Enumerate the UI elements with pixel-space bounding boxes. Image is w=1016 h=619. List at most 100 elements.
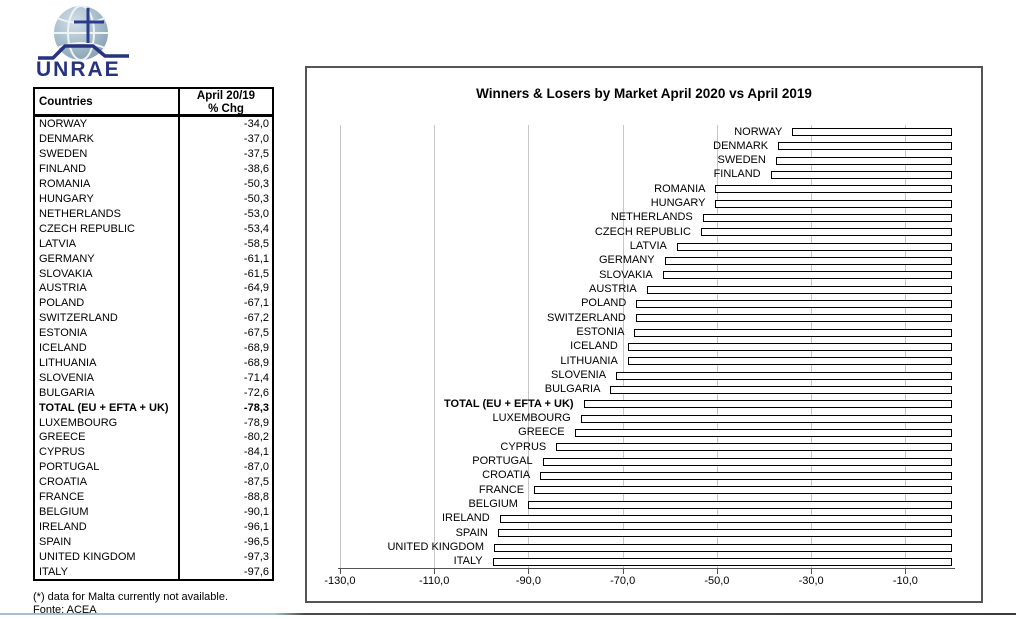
bar <box>715 199 953 208</box>
x-gridline <box>339 125 341 568</box>
chart-title: Winners & Losers by Market April 2020 vs… <box>476 86 812 101</box>
page-bottom-rule <box>0 613 1016 615</box>
table-cell-country: LATVIA <box>35 236 180 252</box>
table-cell-value: -72,6 <box>243 386 269 399</box>
table-cell-country: LITHUANIA <box>35 355 180 371</box>
table-cell-country: ROMANIA <box>35 176 180 192</box>
table-cell-country: ICELAND <box>35 340 180 356</box>
table-cell-value: -61,5 <box>243 267 269 280</box>
x-axis-tick <box>905 568 907 574</box>
table-row: GERMANY -61,1 <box>35 251 272 267</box>
bar-label: SPAIN <box>455 526 488 539</box>
table-cell-country: UNITED KINGDOM <box>35 549 180 565</box>
table-cell-country: AUSTRIA <box>35 280 180 296</box>
table-body: NORWAY -34,0 DENMARK -37,0 SWEDEN -37,5 FINLAN… <box>35 117 272 580</box>
table-row: FINLAND -38,6 <box>35 161 272 177</box>
bar <box>662 271 953 280</box>
table-row: CYPRUS -84,1 <box>35 444 272 460</box>
table-cell-value: -78,3 <box>243 401 269 414</box>
table-row: HUNGARY -50,3 <box>35 191 272 207</box>
table-row: ESTONIA -67,5 <box>35 325 272 341</box>
table-cell-country: ESTONIA <box>35 325 180 341</box>
table-row: LITHUANIA -68,9 <box>35 355 272 371</box>
table-row: NETHERLANDS -53,0 <box>35 206 272 222</box>
table-cell-country: NETHERLANDS <box>35 206 180 222</box>
x-gridline <box>434 125 436 568</box>
bar <box>627 342 953 351</box>
table-cell-country: GERMANY <box>35 251 180 267</box>
x-gridline <box>528 125 530 568</box>
table-row: TOTAL (EU + EFTA + UK) -78,3 <box>35 400 272 416</box>
table-row: LUXEMBOURG -78,9 <box>35 415 272 431</box>
bar <box>540 471 953 480</box>
table-cell-country: CYPRUS <box>35 444 180 460</box>
table-cell-country: POLAND <box>35 295 180 311</box>
x-tick-label: -130,0 <box>324 575 356 587</box>
table-cell-country: CZECH REPUBLIC <box>35 221 180 237</box>
table-cell-value: -68,9 <box>243 342 269 355</box>
x-axis-tick <box>716 568 718 574</box>
bar <box>646 285 953 294</box>
table-cell-value: -67,2 <box>243 312 269 325</box>
table-cell-country: GREECE <box>35 430 180 445</box>
table-row: SPAIN -96,5 <box>35 534 272 550</box>
table-cell-value: -37,5 <box>243 148 269 161</box>
table-cell-value: -61,1 <box>243 252 269 265</box>
bar <box>676 242 953 251</box>
bar-label: POLAND <box>581 297 627 310</box>
table-cell-value: -87,5 <box>243 476 269 489</box>
unrae-globe-car-icon <box>38 5 129 61</box>
bar <box>556 443 953 452</box>
bar-label: LITHUANIA <box>560 354 618 367</box>
table-cell-country: BELGIUM <box>35 504 180 520</box>
table-cell-country: BULGARIA <box>35 385 180 401</box>
x-tick-label: -10,0 <box>892 575 918 587</box>
bar-label: ROMANIA <box>654 182 706 195</box>
table-cell-value: -67,1 <box>243 297 269 310</box>
table-row: CROATIA -87,5 <box>35 474 272 490</box>
table-cell-value: -53,4 <box>243 222 269 235</box>
table-header-countries: Countries <box>35 89 180 114</box>
table-cell-country: NORWAY <box>35 117 180 132</box>
table-header-change: April 20/19 % Chg <box>180 89 272 115</box>
bar <box>574 428 953 437</box>
table-cell-value: -97,6 <box>243 565 269 578</box>
bar <box>627 357 953 366</box>
bar-label: HUNGARY <box>650 197 706 210</box>
table-cell-country: PORTUGAL <box>35 459 180 475</box>
table-cell-value: -50,3 <box>243 192 269 205</box>
table-cell-country: HUNGARY <box>35 191 180 207</box>
bar-label: GREECE <box>518 426 565 439</box>
bar-label: NETHERLANDS <box>610 211 693 224</box>
table-row: LATVIA -58,5 <box>35 236 272 252</box>
table-cell-value: -37,0 <box>243 133 269 146</box>
table-cell-country: LUXEMBOURG <box>35 415 180 431</box>
table-cell-value: -78,9 <box>243 416 269 429</box>
bar-label: SLOVENIA <box>551 369 607 382</box>
bar <box>775 156 953 165</box>
bar-label: AUSTRIA <box>589 283 637 296</box>
x-gridline <box>622 125 624 568</box>
unrae-logo-text: UNRAE <box>36 58 121 81</box>
table-cell-country: FINLAND <box>35 161 180 177</box>
bar <box>702 213 953 222</box>
unrae-logo: UNRAE <box>36 5 136 82</box>
table-cell-country: SWEDEN <box>35 146 180 162</box>
bar-label: SWEDEN <box>717 154 766 167</box>
chart-panel: Winners & Losers by Market April 2020 vs… <box>305 66 983 603</box>
bar-label: LATVIA <box>629 240 667 253</box>
bar <box>494 543 953 552</box>
table-row: BELGIUM -90,1 <box>35 504 272 520</box>
table-header-change-period: April 20/19 <box>196 90 256 102</box>
table-row: ROMANIA -50,3 <box>35 176 272 192</box>
x-tick-label: -30,0 <box>798 575 824 587</box>
table-cell-country: IRELAND <box>35 519 180 535</box>
table-cell-country: SPAIN <box>35 534 180 550</box>
bar-label: DENMARK <box>713 139 769 152</box>
bar-label: NORWAY <box>734 125 783 138</box>
table-row: SWEDEN -37,5 <box>35 146 272 162</box>
table-cell-value: -34,0 <box>243 118 269 131</box>
bar <box>700 228 953 237</box>
table-header-change-unit: % Chg <box>208 103 244 115</box>
table-cell-value: -67,5 <box>243 327 269 340</box>
